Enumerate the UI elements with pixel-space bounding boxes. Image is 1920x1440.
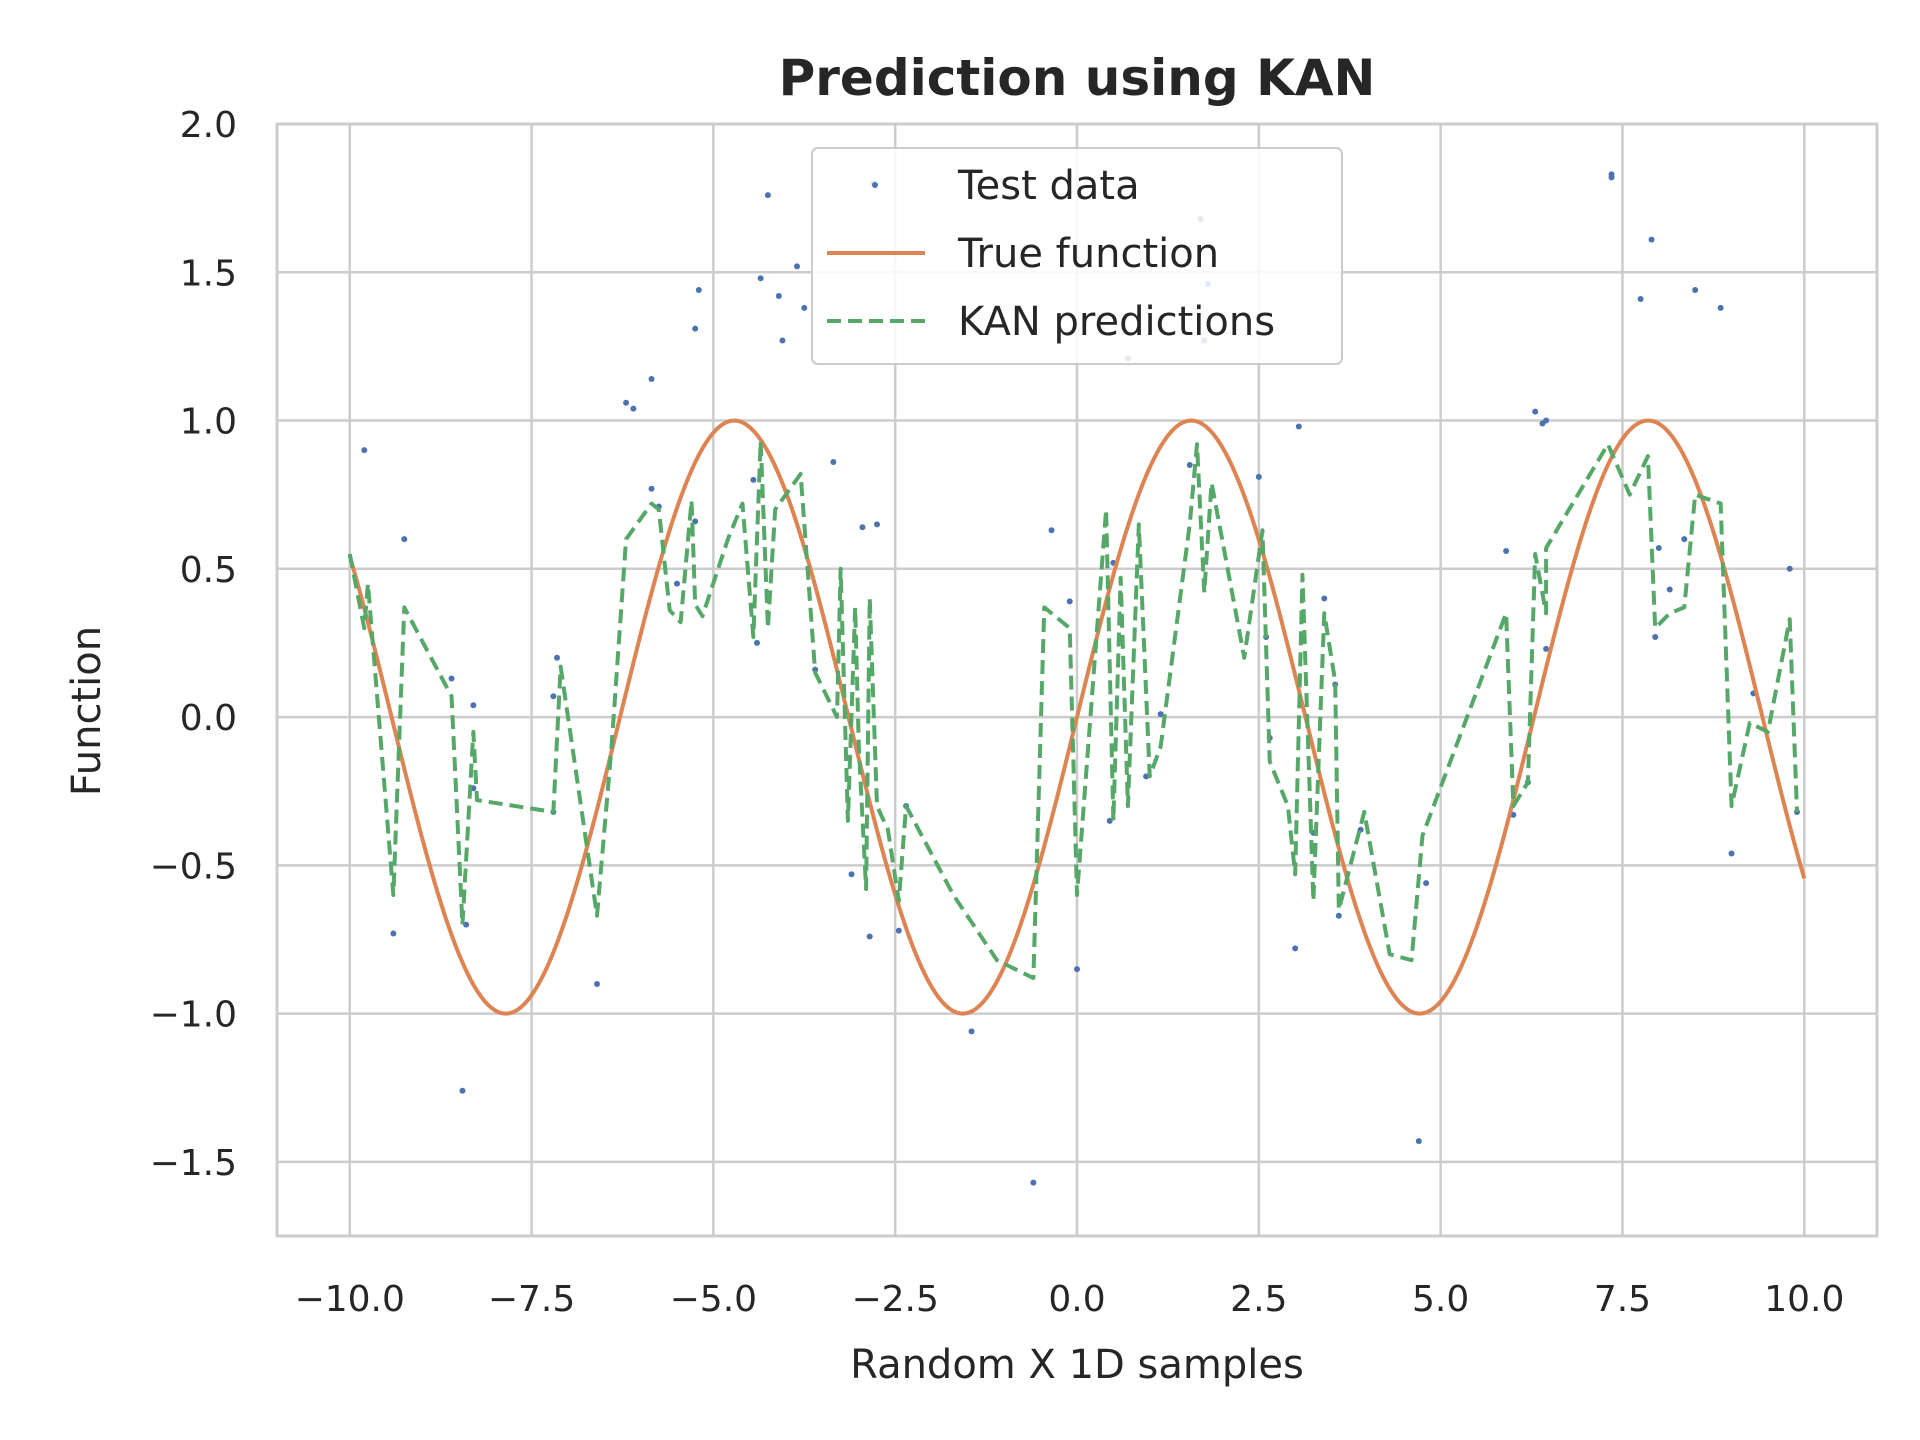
legend-marker-test-data xyxy=(872,182,878,188)
test-data-point xyxy=(1786,565,1793,572)
test-data-point xyxy=(859,524,866,531)
test-data-point xyxy=(866,933,873,940)
test-data-point xyxy=(750,476,757,483)
test-data-point xyxy=(1543,645,1550,652)
x-tick-label: 5.0 xyxy=(1412,1279,1469,1320)
y-axis-label: Function xyxy=(64,626,110,796)
legend-label-kan-predictions: KAN predictions xyxy=(958,299,1275,345)
test-data-point xyxy=(968,1028,975,1035)
test-data-point xyxy=(1048,527,1055,534)
test-data-point xyxy=(801,304,808,311)
test-data-point xyxy=(895,927,902,934)
test-data-point xyxy=(848,871,855,878)
test-data-point xyxy=(1074,966,1080,973)
test-data-point xyxy=(401,536,408,543)
y-tick-label: −1.0 xyxy=(150,995,237,1036)
test-data-point xyxy=(1295,423,1302,430)
test-data-point xyxy=(390,930,397,937)
x-tick-label: 0.0 xyxy=(1048,1279,1105,1320)
test-data-point xyxy=(470,702,477,709)
x-tick-labels: −10.0 −7.5 −5.0 −2.5 0.0 2.5 5.0 7.5 10.0 xyxy=(295,1279,1845,1320)
test-data-point xyxy=(459,1087,466,1094)
test-data-point xyxy=(448,675,455,682)
x-tick-label: 10.0 xyxy=(1764,1279,1844,1320)
chart-title: Prediction using KAN xyxy=(779,49,1376,107)
test-data-point xyxy=(1030,1179,1037,1186)
plot-frame xyxy=(275,122,1879,1238)
test-data-point xyxy=(1255,473,1262,480)
grid xyxy=(277,122,1877,1236)
test-data-point xyxy=(623,399,630,406)
x-tick-label: 2.5 xyxy=(1230,1279,1287,1320)
test-data-point xyxy=(764,192,771,199)
test-data-point xyxy=(1423,880,1430,887)
legend-label-true-function: True function xyxy=(957,231,1219,277)
y-tick-label: −1.5 xyxy=(150,1143,237,1184)
y-tick-label: −0.5 xyxy=(150,846,237,887)
y-tick-label: 1.0 xyxy=(180,402,237,443)
test-data-point xyxy=(1648,236,1655,243)
test-data-point xyxy=(550,693,557,700)
test-data-point xyxy=(695,287,702,294)
x-tick-label: −5.0 xyxy=(670,1279,757,1320)
x-tick-label: −7.5 xyxy=(488,1279,575,1320)
test-data-point xyxy=(874,521,880,528)
test-data-point xyxy=(361,447,368,454)
legend: Test data True function KAN predictions xyxy=(811,147,1343,365)
test-data-point xyxy=(1666,586,1673,593)
test-data-point xyxy=(757,275,764,282)
x-axis-label: Random X 1D samples xyxy=(850,1342,1304,1388)
test-data-point xyxy=(1321,595,1328,602)
test-data-points xyxy=(361,171,1800,1186)
test-data-point xyxy=(648,485,655,492)
test-data-point xyxy=(1186,462,1193,469)
x-tick-label: −2.5 xyxy=(851,1279,938,1320)
test-data-point xyxy=(1652,634,1659,641)
y-tick-label: 1.5 xyxy=(180,253,237,294)
test-data-point xyxy=(1543,417,1550,424)
test-data-point xyxy=(1717,304,1724,311)
legend-label-test-data: Test data xyxy=(957,163,1140,209)
test-data-point xyxy=(1066,598,1073,605)
test-data-point xyxy=(830,459,837,466)
test-data-point xyxy=(1728,850,1735,857)
test-data-point xyxy=(1157,711,1164,718)
true-function-line xyxy=(347,418,1807,1016)
test-data-point xyxy=(1335,912,1342,919)
test-data-point xyxy=(648,376,655,383)
y-tick-label: 0.5 xyxy=(180,550,237,591)
true-function-layer xyxy=(347,418,1807,1016)
test-data-point xyxy=(463,921,470,928)
test-data-point xyxy=(754,639,760,646)
test-data-point xyxy=(779,337,786,344)
legend-box xyxy=(811,147,1343,365)
test-data-point xyxy=(794,263,800,270)
test-data-point xyxy=(1415,1138,1422,1145)
test-data-point xyxy=(692,325,699,332)
y-tick-label: 2.0 xyxy=(180,105,237,146)
test-data-point xyxy=(1637,295,1644,302)
x-tick-label: 7.5 xyxy=(1594,1279,1651,1320)
test-data-point xyxy=(1503,548,1510,555)
test-data-point xyxy=(1532,408,1539,415)
test-data-point xyxy=(674,580,680,587)
test-data-point xyxy=(1655,545,1662,552)
test-data-point xyxy=(1143,773,1150,780)
test-data-point xyxy=(554,654,560,661)
x-tick-label: −10.0 xyxy=(295,1279,405,1320)
kan-predictions-layer xyxy=(347,439,1799,981)
y-tick-labels: −1.5 −1.0 −0.5 0.0 0.5 1.0 1.5 2.0 xyxy=(150,105,237,1184)
test-data-point xyxy=(775,292,782,299)
test-data-point xyxy=(1292,945,1299,952)
test-data-point xyxy=(1681,536,1688,543)
test-data-point xyxy=(1106,817,1113,824)
test-data-point xyxy=(1692,287,1699,294)
test-data-point xyxy=(630,405,637,412)
kan-predictions-line xyxy=(347,439,1799,981)
test-data-point xyxy=(1608,171,1615,178)
test-data-point xyxy=(594,980,600,987)
y-tick-label: 0.0 xyxy=(180,698,237,739)
